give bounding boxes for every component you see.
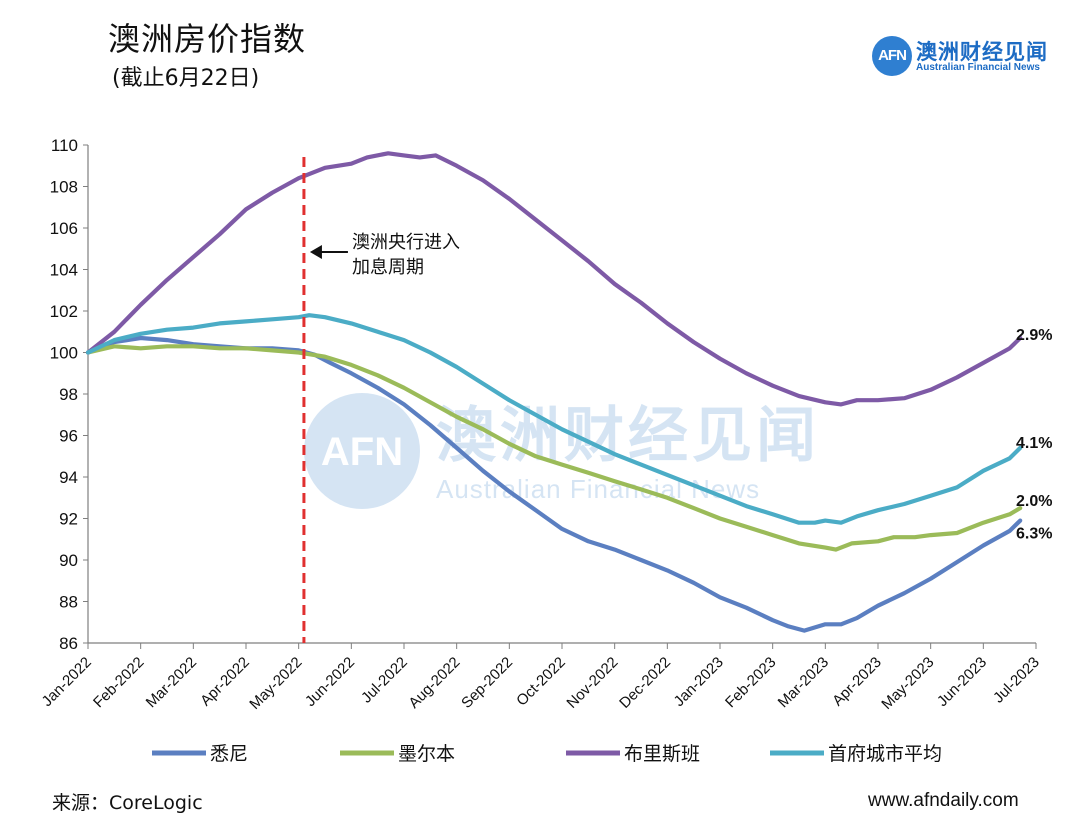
watermark: AFN 澳洲财经见闻 Australian Financial News bbox=[304, 393, 816, 509]
x-tick-label: Sep-2022 bbox=[458, 654, 516, 712]
y-tick-label: 96 bbox=[59, 427, 78, 446]
afn-logo-icon: AFN bbox=[872, 36, 912, 76]
y-tick-label: 108 bbox=[50, 178, 78, 197]
chart-legend: 悉尼 墨尔本 布里斯班 首府城市平均 bbox=[152, 743, 942, 765]
legend-label-capitals: 首府城市平均 bbox=[828, 743, 942, 765]
legend-label-sydney: 悉尼 bbox=[210, 743, 248, 765]
x-tick-label: Feb-2022 bbox=[90, 654, 147, 711]
x-tick-label: Apr-2023 bbox=[829, 654, 885, 710]
end-label-capitals: 4.1% bbox=[1016, 435, 1052, 452]
page-subtitle: (截止6月22日) bbox=[112, 66, 260, 91]
x-tick-label: Jun-2022 bbox=[302, 654, 358, 710]
watermark-logo-icon bbox=[304, 393, 420, 509]
end-label-brisbane: 2.9% bbox=[1016, 327, 1052, 344]
website-link[interactable]: www.afndaily.com bbox=[868, 790, 1019, 811]
x-tick-label: Nov-2022 bbox=[563, 654, 621, 712]
y-tick-label: 110 bbox=[51, 136, 78, 155]
annotation-text-line1: 澳洲央行进入 bbox=[352, 232, 460, 253]
x-tick-label: May-2023 bbox=[878, 654, 937, 713]
x-tick-label: Jun-2023 bbox=[934, 654, 990, 710]
x-tick-label: Jan-2023 bbox=[671, 654, 727, 710]
legend-label-brisbane: 布里斯班 bbox=[624, 743, 700, 765]
annotation-arrow-icon bbox=[309, 245, 322, 259]
y-tick-label: 106 bbox=[50, 219, 78, 238]
annotation-text-line2: 加息周期 bbox=[352, 257, 424, 278]
x-tick-label: Jul-2022 bbox=[358, 654, 411, 707]
brand-logo: AFN 澳洲财经见闻 Australian Financial News bbox=[872, 34, 1062, 78]
y-tick-label: 88 bbox=[59, 593, 78, 612]
x-tick-label: Jul-2023 bbox=[990, 654, 1043, 707]
x-tick-label: Feb-2023 bbox=[722, 654, 779, 711]
page-title: 澳洲房价指数 bbox=[108, 20, 307, 58]
brand-english: Australian Financial News bbox=[916, 62, 1040, 73]
watermark-mark: AFN bbox=[321, 430, 403, 474]
x-tick-label: Aug-2022 bbox=[405, 654, 463, 712]
x-tick-label: Apr-2022 bbox=[197, 654, 253, 710]
series-layer: 6.3% 2.0% 2.9% 4.1% bbox=[85, 151, 1052, 633]
y-tick-label: 90 bbox=[59, 551, 78, 570]
end-label-sydney: 6.3% bbox=[1016, 526, 1052, 543]
y-tick-label: 86 bbox=[59, 634, 78, 653]
series-line-brisbane bbox=[85, 151, 1023, 407]
watermark-english: Australian Financial News bbox=[436, 474, 760, 504]
y-tick-label: 102 bbox=[50, 302, 78, 321]
y-tick-label: 100 bbox=[50, 344, 78, 363]
x-tick-label: Dec-2022 bbox=[616, 654, 674, 712]
x-tick-label: Mar-2022 bbox=[143, 654, 200, 711]
y-tick-label: 94 bbox=[59, 468, 78, 487]
series-line-capitals bbox=[85, 313, 1023, 525]
y-tick-label: 98 bbox=[59, 385, 78, 404]
x-tick-label: Mar-2023 bbox=[775, 654, 832, 711]
x-tick-label: May-2022 bbox=[246, 654, 305, 713]
brand-name: 澳洲财经见闻 bbox=[916, 40, 1048, 64]
y-tick-label: 104 bbox=[50, 261, 78, 280]
end-label-melbourne: 2.0% bbox=[1016, 493, 1052, 510]
legend-label-melbourne: 墨尔本 bbox=[398, 743, 455, 765]
x-tick-label: Oct-2022 bbox=[513, 654, 569, 710]
series-line-melbourne bbox=[85, 344, 1023, 552]
source-note: 来源：CoreLogic bbox=[52, 792, 203, 814]
y-tick-label: 92 bbox=[59, 510, 78, 529]
x-tick-label: Jan-2022 bbox=[39, 654, 95, 710]
